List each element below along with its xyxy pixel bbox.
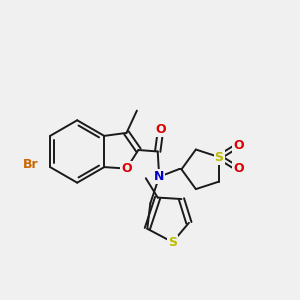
Text: Br: Br: [23, 158, 39, 171]
Text: N: N: [154, 170, 164, 183]
Text: O: O: [155, 123, 166, 136]
Text: S: S: [168, 236, 177, 249]
Text: O: O: [121, 162, 132, 175]
Text: O: O: [233, 163, 244, 176]
Text: O: O: [233, 139, 244, 152]
Text: S: S: [214, 151, 224, 164]
